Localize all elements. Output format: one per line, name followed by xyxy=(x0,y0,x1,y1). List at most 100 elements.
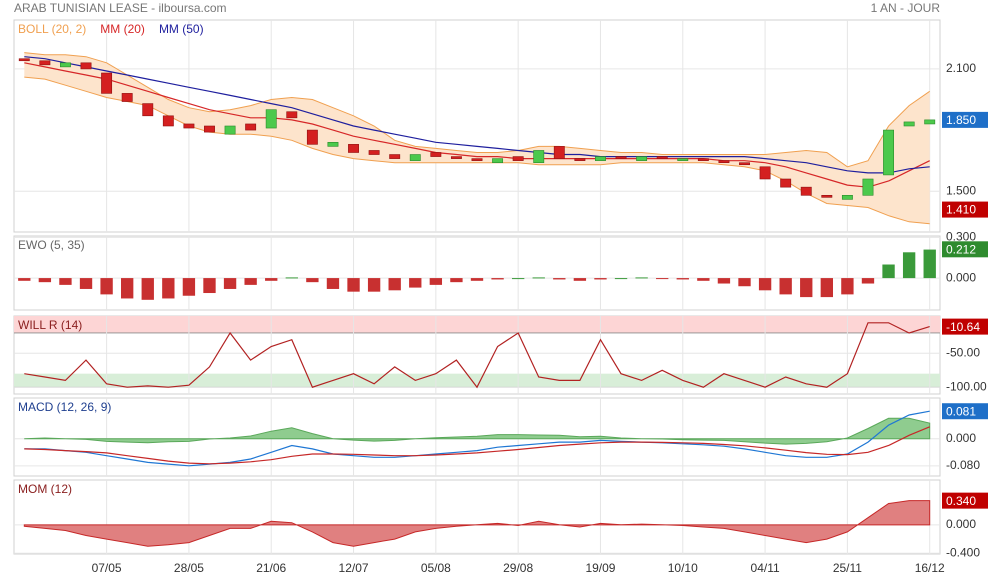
value-box xyxy=(942,111,988,128)
bar xyxy=(779,278,792,295)
y-tick-label: -0.080 xyxy=(946,458,980,472)
legend-entry: MM (20) xyxy=(100,22,145,36)
legend-entry: BOLL (20, 2) xyxy=(18,22,86,36)
period: 1 AN - JOUR xyxy=(871,1,941,15)
bar xyxy=(306,278,319,283)
candle xyxy=(574,158,586,161)
line xyxy=(24,56,930,174)
value-box xyxy=(942,241,988,258)
candle xyxy=(841,195,853,200)
candle xyxy=(759,166,771,180)
candle xyxy=(183,123,195,129)
line xyxy=(24,52,930,168)
candle xyxy=(80,62,92,70)
y-tick-label: 0.000 xyxy=(946,517,976,531)
y-tick-label: -100.00 xyxy=(946,379,987,393)
bar xyxy=(511,278,525,280)
candle xyxy=(595,156,606,161)
candle xyxy=(18,58,30,62)
candle xyxy=(327,142,339,147)
x-tick-label: 28/05 xyxy=(174,561,204,575)
bar xyxy=(614,278,628,280)
candle xyxy=(389,154,401,159)
bar xyxy=(532,277,545,279)
y-tick-label: -50.00 xyxy=(946,345,980,359)
bar xyxy=(182,278,196,296)
candle xyxy=(121,93,133,102)
bar xyxy=(285,277,298,279)
candle xyxy=(348,144,359,153)
bar xyxy=(388,278,401,291)
value-box-label: 1.850 xyxy=(946,113,976,127)
value-box xyxy=(942,201,988,218)
legend-entry: MM (50) xyxy=(159,22,204,36)
panel-title: EWO (5, 35) xyxy=(18,238,85,252)
y-tick-label: 0.300 xyxy=(946,230,976,244)
x-tick-label: 10/10 xyxy=(668,561,698,575)
bar xyxy=(902,252,916,279)
bar xyxy=(38,278,52,283)
bar xyxy=(841,278,854,295)
bar xyxy=(367,278,381,292)
area xyxy=(23,500,931,547)
panel-title: MOM (12) xyxy=(18,482,72,496)
area xyxy=(24,417,931,445)
bar xyxy=(573,278,587,281)
candle xyxy=(368,150,380,155)
candle xyxy=(101,72,113,94)
bar xyxy=(223,278,237,289)
bar xyxy=(141,278,154,300)
y-tick-label: 1.500 xyxy=(946,183,976,197)
x-tick-label: 05/08 xyxy=(421,561,451,575)
candle xyxy=(142,103,154,117)
x-tick-label: 16/12 xyxy=(915,561,945,575)
candle xyxy=(800,186,812,196)
bar xyxy=(450,278,463,283)
candle xyxy=(615,156,627,159)
bar xyxy=(491,278,504,280)
value-box xyxy=(942,492,988,509)
bar xyxy=(203,278,216,294)
bar xyxy=(758,278,772,291)
bar xyxy=(121,278,134,299)
panel xyxy=(13,19,941,233)
x-tick-label: 21/06 xyxy=(256,561,286,575)
bar xyxy=(470,278,484,281)
candle xyxy=(450,156,462,159)
zone xyxy=(14,373,940,388)
bar xyxy=(635,277,648,279)
panel-title: MACD (12, 26, 9) xyxy=(18,400,111,414)
candle xyxy=(245,123,257,131)
bar xyxy=(738,278,751,287)
bar xyxy=(265,278,278,281)
candle xyxy=(59,62,71,68)
x-tick-label: 19/09 xyxy=(585,561,615,575)
bar xyxy=(429,278,443,285)
panel-title: WILL R (14) xyxy=(18,318,82,332)
candle xyxy=(533,150,545,163)
candle xyxy=(204,125,215,133)
candle xyxy=(739,162,750,166)
bar xyxy=(244,278,257,285)
line xyxy=(24,410,930,467)
y-tick-label: 0.000 xyxy=(946,270,976,284)
candle xyxy=(492,158,504,163)
chart-title: ARAB TUNISIAN LEASE - ilboursa.com xyxy=(14,1,227,15)
candle xyxy=(780,178,792,188)
bar xyxy=(800,278,813,298)
bar xyxy=(656,278,669,280)
bar xyxy=(409,278,422,288)
candle xyxy=(553,146,565,159)
bar xyxy=(923,249,936,279)
zone xyxy=(14,316,940,333)
x-tick-label: 07/05 xyxy=(92,561,122,575)
value-box-label: 1.410 xyxy=(946,203,976,217)
candle xyxy=(286,111,298,119)
bar xyxy=(347,278,360,292)
candle xyxy=(883,129,895,176)
candle xyxy=(924,119,936,125)
line xyxy=(24,62,930,188)
value-box-label: -10.64 xyxy=(946,320,980,334)
y-tick-label: 0.000 xyxy=(946,431,976,445)
candle xyxy=(430,152,442,157)
